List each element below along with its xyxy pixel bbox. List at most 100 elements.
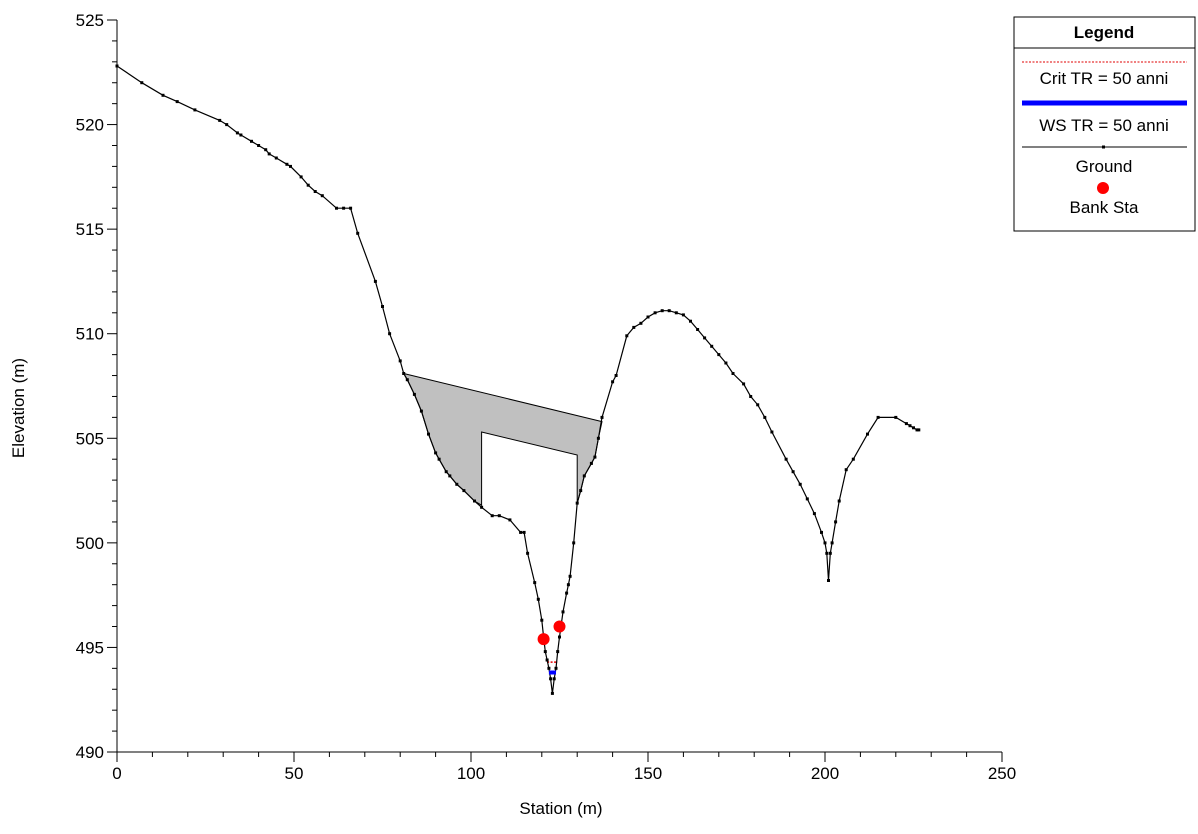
x-tick-label: 200 bbox=[811, 764, 839, 783]
ground-point bbox=[824, 541, 827, 544]
legend-label-bank: Bank Sta bbox=[1070, 198, 1140, 217]
x-tick-label: 150 bbox=[634, 764, 662, 783]
ground-point bbox=[402, 372, 405, 375]
ground-point bbox=[438, 458, 441, 461]
legend: Legend Crit TR = 50 anni WS TR = 50 anni… bbox=[1014, 17, 1195, 231]
y-tick-label: 500 bbox=[76, 534, 104, 553]
ground-point bbox=[820, 531, 823, 534]
ground-point bbox=[838, 500, 841, 503]
ground-point bbox=[572, 541, 575, 544]
ground-point bbox=[549, 677, 552, 680]
ground-point bbox=[268, 152, 271, 155]
ground-point bbox=[116, 65, 119, 68]
bank-station-point bbox=[554, 621, 566, 633]
ground-point bbox=[427, 433, 430, 436]
ground-point bbox=[593, 456, 596, 459]
ground-point bbox=[176, 100, 179, 103]
ground-point bbox=[140, 81, 143, 84]
x-tick-label: 0 bbox=[112, 764, 121, 783]
ground-point bbox=[285, 163, 288, 166]
ground-point bbox=[632, 326, 635, 329]
ground-point bbox=[388, 332, 391, 335]
ground-point bbox=[732, 372, 735, 375]
ground-point bbox=[770, 431, 773, 434]
x-axis-title: Station (m) bbox=[519, 799, 602, 818]
legend-label-ws: WS TR = 50 anni bbox=[1039, 116, 1169, 135]
ground-point bbox=[289, 165, 292, 168]
ground-point bbox=[546, 659, 549, 662]
ground-point bbox=[785, 458, 788, 461]
ground-point bbox=[551, 692, 554, 695]
ground-point bbox=[742, 382, 745, 385]
ground-point bbox=[491, 514, 494, 517]
ground-point bbox=[639, 322, 642, 325]
y-tick-label: 520 bbox=[76, 116, 104, 135]
ground-point bbox=[462, 489, 465, 492]
legend-label-ground: Ground bbox=[1076, 157, 1133, 176]
ground-point bbox=[625, 334, 628, 337]
x-tick-label: 50 bbox=[285, 764, 304, 783]
ground-point bbox=[611, 380, 614, 383]
ground-point bbox=[909, 424, 912, 427]
ground-point bbox=[498, 514, 501, 517]
ground-point bbox=[717, 353, 720, 356]
ground-point bbox=[434, 451, 437, 454]
ground-point bbox=[696, 328, 699, 331]
ground-point bbox=[829, 552, 832, 555]
ground-point bbox=[381, 305, 384, 308]
ground-point bbox=[675, 311, 678, 314]
ground-point bbox=[565, 592, 568, 595]
ground-point bbox=[236, 131, 239, 134]
ground-point bbox=[813, 512, 816, 515]
ground-point bbox=[455, 483, 458, 486]
ground-point bbox=[558, 636, 561, 639]
legend-swatch-ground-marker bbox=[1102, 146, 1105, 149]
ground-point bbox=[877, 416, 880, 419]
ground-point bbox=[756, 403, 759, 406]
ground-point bbox=[866, 433, 869, 436]
y-tick-label: 490 bbox=[76, 743, 104, 762]
ground-point bbox=[834, 520, 837, 523]
ground-point bbox=[556, 650, 559, 653]
ground-point bbox=[917, 428, 920, 431]
ground-point bbox=[845, 468, 848, 471]
ground-point bbox=[406, 378, 409, 381]
x-tick-label: 250 bbox=[988, 764, 1016, 783]
ground-point bbox=[555, 667, 558, 670]
ground-point bbox=[654, 311, 657, 314]
y-axis-title: Elevation (m) bbox=[9, 358, 28, 458]
ground-point bbox=[307, 184, 310, 187]
ground-point bbox=[300, 175, 303, 178]
ground-point bbox=[413, 393, 416, 396]
ground-point bbox=[553, 677, 556, 680]
bridge-deck-layer bbox=[404, 374, 602, 506]
ground-point bbox=[374, 280, 377, 283]
ground-point bbox=[682, 313, 685, 316]
ground-point bbox=[218, 119, 221, 122]
y-tick-label: 505 bbox=[76, 429, 104, 448]
ground-point bbox=[399, 359, 402, 362]
ground-point bbox=[763, 416, 766, 419]
ground-point bbox=[668, 309, 671, 312]
ground-point bbox=[162, 94, 165, 97]
ground-point bbox=[799, 483, 802, 486]
ground-point bbox=[827, 579, 830, 582]
ground-point bbox=[508, 518, 511, 521]
ground-point bbox=[420, 410, 423, 413]
y-tick-label: 510 bbox=[76, 325, 104, 344]
ground-point bbox=[905, 422, 908, 425]
ground-point bbox=[601, 416, 604, 419]
bank-station-point bbox=[538, 633, 550, 645]
ground-point bbox=[583, 474, 586, 477]
ground-point bbox=[533, 581, 536, 584]
ground-point bbox=[749, 395, 752, 398]
ground-point bbox=[540, 619, 543, 622]
ground-point bbox=[831, 541, 834, 544]
ground-point bbox=[567, 583, 570, 586]
ground-point bbox=[647, 316, 650, 319]
ground-point bbox=[239, 134, 242, 137]
ground-point bbox=[275, 157, 278, 160]
ground-point bbox=[792, 470, 795, 473]
ground-point bbox=[912, 426, 915, 429]
